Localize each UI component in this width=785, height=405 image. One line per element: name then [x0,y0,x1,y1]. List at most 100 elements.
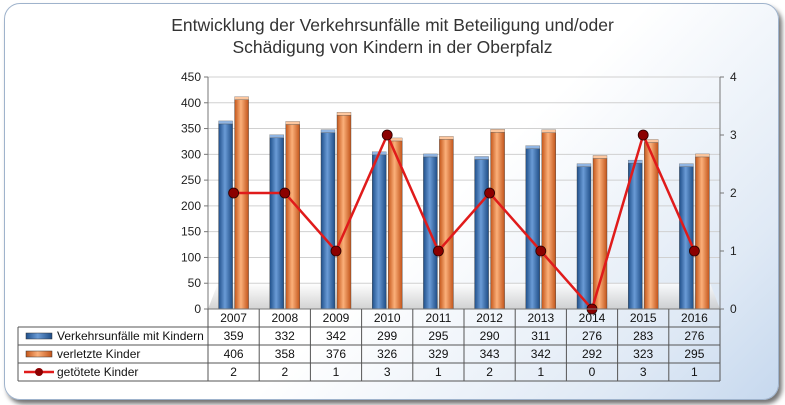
bar-unfaelle-2014 [576,166,592,310]
data-label: 343 [480,347,500,361]
data-label: 311 [531,329,550,343]
bar-verletzte-2008 [285,124,300,310]
bar-unfaelle-2016 [679,166,694,310]
data-label: 323 [633,347,653,361]
data-label: 1 [435,365,442,379]
bar-verletzte-2012 [490,131,505,310]
y-left-tick-label: 50 [188,276,202,290]
bar-verletzte-2014 [592,158,608,310]
data-label: 326 [377,347,397,361]
bar-verletzte-2013 [541,132,556,310]
data-label: 1 [537,365,544,379]
data-label: 1 [691,365,698,379]
bar-top [320,129,336,133]
y-left-tick-label: 300 [181,147,201,161]
bar-top [695,153,710,158]
data-label: 358 [275,347,295,361]
bar-top [592,155,608,159]
bar-verletzte-2009 [336,114,352,310]
y-right-tick-label: 2 [730,186,737,200]
legend-key-1 [25,350,53,358]
data-label: 1 [333,365,340,379]
point-getoetete-2012 [484,187,496,199]
point-getoetete-2015 [637,129,649,141]
x-tick-label-2011: 2011 [425,311,451,325]
point-getoetete-2009 [330,245,342,257]
plot-floor [208,283,720,309]
bar-verletzte-2007 [234,99,249,310]
point-getoetete-2011 [432,245,444,257]
bar-top [218,120,233,125]
bar-top [234,96,249,100]
bar-top [525,145,540,149]
data-label: 3 [640,365,647,379]
point-getoetete-2010 [381,129,393,141]
bar-top [269,134,284,138]
bar-unfaelle-2009 [320,132,336,310]
bar-unfaelle-2015 [628,162,643,310]
data-label: 406 [224,347,244,361]
y-left-tick-label: 450 [181,70,201,84]
bar-unfaelle-2013 [525,148,540,310]
y-right-tick-label: 0 [730,302,737,316]
y-left-tick-label: 400 [181,96,201,110]
legend-label-2: getötete Kinder [57,365,138,379]
data-label: 359 [224,329,244,343]
point-getoetete-2013 [535,245,547,257]
x-tick-label-2007: 2007 [220,311,247,325]
x-tick-label-2012: 2012 [476,311,503,325]
x-tick-label-2014: 2014 [579,311,606,325]
data-label: 2 [486,365,493,379]
series-line-getoetete [233,131,696,312]
data-label: 342 [531,347,551,361]
chart-title: Entwicklung der Verkehrsunfälle mit Bete… [0,14,785,58]
bar-top [336,112,352,116]
bar-verletzte-2016 [695,156,710,310]
data-label: 0 [589,365,596,379]
point-getoetete-2016 [689,245,700,257]
y-right-tick-label: 4 [730,70,737,84]
bar-top [576,163,592,167]
point-getoetete-2008 [279,187,291,199]
bar-top [439,136,454,140]
data-label: 283 [633,329,653,343]
bar-top [285,121,300,125]
data-label: 2 [230,365,237,379]
x-tick-label-2013: 2013 [527,311,554,325]
bar-verletzte-2015 [644,142,659,310]
x-tick-label-2009: 2009 [323,311,350,325]
x-tick-label-2015: 2015 [630,311,657,325]
bar-top [490,129,505,133]
x-tick-label-2016: 2016 [681,311,708,325]
bar-top [474,156,489,160]
y-left-tick-label: 100 [181,250,201,264]
data-label: 376 [326,347,346,361]
data-label: 342 [326,329,346,343]
legend-key-0 [25,332,53,340]
x-tick-label-2010: 2010 [374,311,401,325]
y-left-tick-label: 200 [181,199,201,213]
y-left-tick-label: 0 [194,302,201,316]
chart-title-line-1: Entwicklung der Verkehrsunfälle mit Bete… [171,15,614,35]
y-left-tick-label: 350 [181,122,201,136]
data-label: 332 [275,329,295,343]
chart-title-line-2: Schädigung von Kindern in der Oberpfalz [232,37,553,57]
bar-top [644,139,659,143]
data-label: 276 [582,329,602,343]
y-left-tick-label: 150 [181,225,201,239]
y-right-tick-label: 3 [730,128,737,142]
x-tick-label-2008: 2008 [271,311,298,325]
data-label: 2 [281,365,288,379]
y-right-tick-label: 1 [730,244,737,258]
bar-unfaelle-2008 [269,137,284,310]
data-label: 295 [684,347,704,361]
point-getoetete-2007 [228,187,240,199]
legend-label-1: verletzte Kinder [57,347,140,361]
data-label: 3 [384,365,391,379]
legend-key-marker [35,368,43,376]
data-label: 299 [377,329,397,343]
bar-unfaelle-2012 [474,159,489,310]
bar-unfaelle-2007 [218,123,233,310]
data-label: 292 [582,347,602,361]
